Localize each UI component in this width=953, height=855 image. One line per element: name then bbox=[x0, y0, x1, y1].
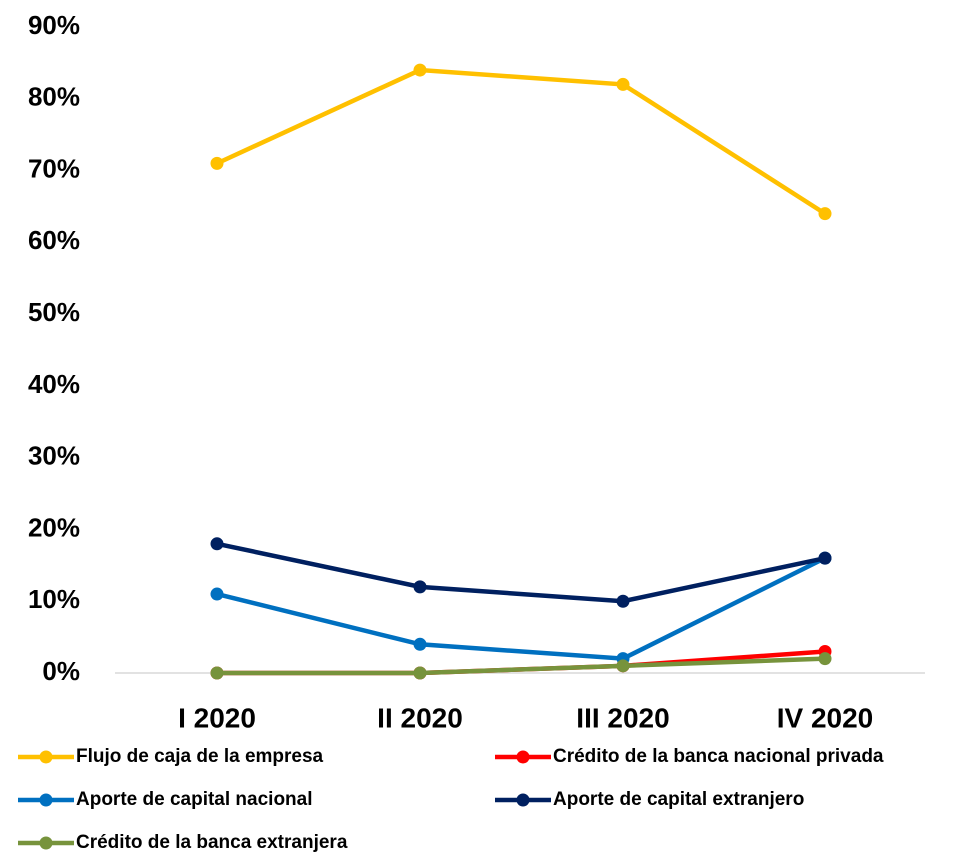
y-tick-label: 30% bbox=[28, 441, 80, 471]
y-tick-label: 20% bbox=[28, 512, 80, 542]
legend-marker bbox=[516, 793, 530, 807]
y-tick-label: 70% bbox=[28, 153, 80, 183]
y-tick-label: 90% bbox=[28, 10, 80, 40]
legend-marker bbox=[39, 750, 53, 764]
legend-label: Crédito de la banca nacional privada bbox=[553, 746, 884, 767]
x-tick-label: I 2020 bbox=[178, 702, 256, 733]
point bbox=[818, 652, 832, 666]
point bbox=[616, 77, 630, 91]
x-tick-label: IV 2020 bbox=[777, 702, 874, 733]
legend-marker bbox=[39, 793, 53, 807]
y-tick-label: 10% bbox=[28, 584, 80, 614]
point bbox=[413, 666, 427, 680]
point bbox=[616, 659, 630, 673]
point bbox=[818, 207, 832, 221]
series-line bbox=[216, 67, 827, 216]
legend-label: Crédito de la banca extranjera bbox=[76, 832, 348, 853]
legend-label: Flujo de caja de la empresa bbox=[76, 746, 324, 767]
legend-marker bbox=[39, 836, 53, 850]
series-line bbox=[216, 556, 827, 661]
y-tick-label: 50% bbox=[28, 297, 80, 327]
legend-label: Aporte de capital nacional bbox=[76, 789, 313, 810]
y-tick-label: 60% bbox=[28, 225, 80, 255]
point bbox=[210, 666, 224, 680]
point bbox=[413, 63, 427, 77]
point bbox=[210, 587, 224, 601]
point bbox=[413, 580, 427, 594]
y-tick-label: 80% bbox=[28, 82, 80, 112]
legend-label: Aporte de capital extranjero bbox=[553, 789, 804, 810]
y-tick-label: 0% bbox=[42, 656, 80, 686]
y-tick-label: 40% bbox=[28, 369, 80, 399]
series-line bbox=[216, 541, 826, 604]
point bbox=[210, 156, 224, 170]
legend-marker bbox=[516, 750, 530, 764]
point bbox=[818, 551, 832, 565]
point bbox=[210, 537, 224, 551]
point bbox=[616, 594, 630, 608]
x-tick-label: III 2020 bbox=[576, 702, 669, 733]
series-line bbox=[217, 656, 826, 676]
x-tick-label: II 2020 bbox=[377, 702, 463, 733]
point bbox=[413, 637, 427, 651]
